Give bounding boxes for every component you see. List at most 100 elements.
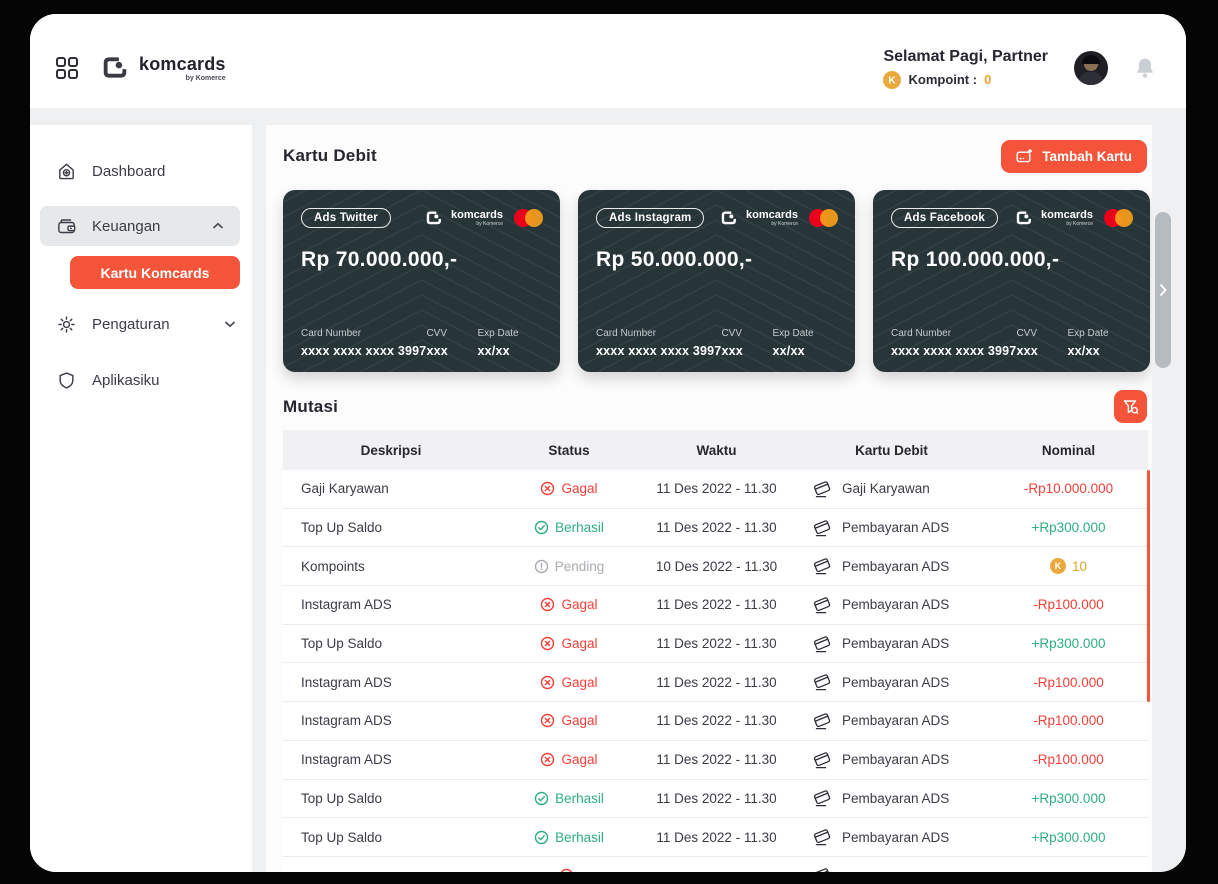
card-cvv-label: CVV [426,328,448,339]
card-number-value: xxxx xxxx xxxx 3997 [596,344,722,358]
card-brand-byline: by Komerce [771,220,798,227]
cell-deskripsi: Instagram ADS [301,597,392,613]
cell-deskripsi: Instagram ADS [301,752,392,768]
add-card-button[interactable]: Tambah Kartu [1001,139,1147,173]
kartu-label: Pembayaran ADS [842,674,950,690]
cell-deskripsi: Instagram ADS [301,674,392,690]
debit-card-icon [813,481,831,498]
debit-card[interactable]: Ads Facebook komcards by Komerce Rp 100.000… [873,190,1150,372]
table-row[interactable]: Gaji Karyawan Gagal 11 Des 2022 - 11.30 Gaj… [283,470,1148,509]
debit-card-icon [813,674,831,691]
card-cvv-value: xxx [1016,344,1038,358]
table-row[interactable]: Instagram ADS Gagal 11 Des 2022 - 11.30 Pem… [283,740,1148,780]
filter-button[interactable] [1114,390,1147,423]
debit-card-icon [813,558,831,575]
avatar[interactable] [1074,51,1108,85]
card-number: Card Number xxxx xxxx xxxx 3997 [301,328,426,358]
status-label: Berhasil [555,520,604,536]
komcards-logo[interactable]: komcards by Komerce [101,55,226,82]
cards-section-title: Kartu Debit [283,146,377,165]
cell-nominal: -Rp100.000 [989,675,1148,690]
main-panel: Kartu Debit Tambah Kartu Ads Twitter komc… [266,125,1152,872]
table-scrollbar[interactable] [1146,470,1150,702]
kartu-label: Pembayaran ADS [842,752,950,768]
cell-status: Gagal [499,481,639,496]
table-row[interactable] [283,856,1148,872]
table-row[interactable]: Instagram ADS Gagal 11 Des 2022 - 11.30 Pem… [283,663,1148,703]
home-icon [59,162,74,179]
cell-waktu: 11 Des 2022 - 11.30 [656,713,777,729]
kartu-label: Pembayaran ADS [842,713,950,729]
nominal-value: +Rp300.000 [1031,636,1106,652]
chevron-up-icon [212,222,224,229]
apps-menu-icon[interactable] [55,56,79,80]
card-brand: komcards by Komerce [720,209,839,227]
status-label: Berhasil [555,829,604,845]
nominal-value: +Rp300.000 [1031,520,1106,536]
card-brand-byline: by Komerce [1066,220,1093,227]
card-brand: komcards by Komerce [425,209,544,227]
card-cvv: CVV xxx [721,328,772,358]
status-gagal-icon [541,598,555,612]
avatar-hair [1082,55,1100,64]
status-label: Gagal [561,597,598,613]
nominal-value: -Rp100.000 [1033,752,1104,768]
sidebar-item-keuangan[interactable]: Keuangan [40,206,240,246]
card-exp-date-label: Exp Date [772,328,814,339]
kartu-label: Gaji Karyawan [842,481,930,497]
chevron-right-icon [1159,283,1167,297]
debit-card-icon [813,790,831,807]
kartu-label: Pembayaran ADS [842,790,950,806]
cell-deskripsi: Top Up Saldo [301,829,383,845]
card-number-label: Card Number [301,328,362,339]
debit-cards-row: Ads Twitter komcards by Komerce Rp 70.000.0… [283,190,1150,372]
table-row[interactable]: Top Up Saldo Berhasil 11 Des 2022 - 11.30 P… [283,779,1148,819]
table-row[interactable]: Top Up Saldo Berhasil 11 Des 2022 - 11.30 P… [283,508,1148,548]
notification-bell-icon[interactable] [1134,56,1156,80]
status-berhasil-icon [534,830,549,844]
mastercard-icon [1104,209,1134,227]
table-row[interactable]: Top Up Saldo Gagal 11 Des 2022 - 11.30 Pemb… [283,624,1148,664]
cell-status: Gagal [499,752,639,767]
debit-card[interactable]: Ads Twitter komcards by Komerce Rp 70.000.0… [283,190,560,372]
sidebar-item-kartu-komcards[interactable]: Kartu Komcards [70,256,240,289]
mastercard-icon [809,209,839,227]
svg-text:K: K [889,75,897,86]
status-label: Gagal [561,481,598,497]
cell-kartu-debit [794,866,989,872]
cell-waktu: 11 Des 2022 - 11.30 [656,481,777,497]
table-row[interactable]: Kompoints Pending 10 Des 2022 - 11.30 Pemba… [283,547,1148,587]
kartu-label: Pembayaran ADS [842,829,950,845]
mastercard-icon [514,209,544,227]
card-brand-name: komcards [1041,208,1093,221]
nominal-value: -Rp10.000.000 [1023,481,1114,497]
column-header: Deskripsi [360,442,422,458]
sidebar-item-pengaturan[interactable]: Pengaturan [30,304,252,344]
card-exp-date-label: Exp Date [477,328,519,339]
logo-name: komcards [139,53,226,74]
card-number: Card Number xxxx xxxx xxxx 3997 [596,328,721,358]
cell-waktu: 11 Des 2022 - 11.30 [656,674,777,690]
debit-card[interactable]: Ads Instagram komcards by Komerce Rp 50.000… [578,190,855,372]
column-header: Status [548,442,590,458]
cards-next-button[interactable] [1155,212,1171,368]
card-number: Card Number xxxx xxxx xxxx 3997 [891,328,1016,358]
column-header: Kartu Debit [855,442,928,458]
komcards-logo-icon [1016,210,1031,224]
sidebar-item-aplikasiku[interactable]: Aplikasiku [30,360,252,400]
status-gagal-icon [541,675,555,689]
shield-icon [59,371,74,389]
table-row[interactable]: Instagram ADS Gagal 11 Des 2022 - 11.30 Pem… [283,586,1148,625]
table-header-row: Deskripsi Status Waktu Kartu Debit Nominal [283,430,1148,470]
cell-waktu: 11 Des 2022 - 11.30 [656,520,777,536]
card-tag: Ads Twitter [301,208,391,228]
cell-nominal: -Rp10.000.000 [989,481,1148,496]
table-row[interactable]: Instagram ADS Gagal 11 Des 2022 - 11.30 Pem… [283,702,1148,741]
table-row[interactable]: Top Up Saldo Berhasil 11 Des 2022 - 11.30 P… [283,818,1148,857]
chevron-down-icon [224,321,236,328]
sidebar-item-dashboard[interactable]: Dashboard [30,151,252,191]
cell-kartu-debit: Gaji Karyawan [794,479,989,499]
cell-nominal: +Rp300.000 [989,520,1148,535]
cell-kartu-debit: Pembayaran ADS [794,672,989,692]
mutasi-section-title: Mutasi [283,396,339,416]
